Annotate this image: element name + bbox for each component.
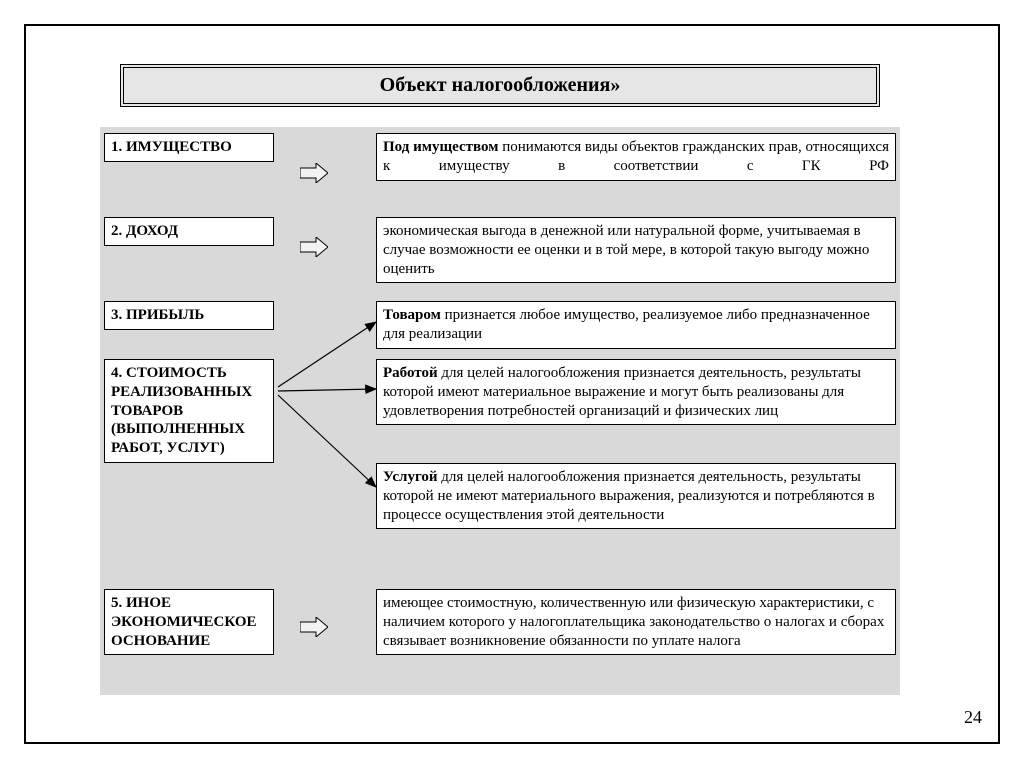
- diagram-grid: 1. ИМУЩЕСТВО 2. ДОХОД 3. ПРИБЫЛЬ 4. СТОИМОС…: [100, 127, 900, 695]
- definition-box-r1: Под имуществом понимаются виды объектов …: [376, 133, 896, 181]
- category-box-l3: 3. ПРИБЫЛЬ: [104, 301, 274, 330]
- category-box-l1: 1. ИМУЩЕСТВО: [104, 133, 274, 162]
- content-area: Объект налогообложения» 1. ИМУЩЕСТВО 2. Д…: [100, 64, 900, 695]
- definition-box-r5: Услугой для целей налогообложения призна…: [376, 463, 896, 529]
- category-box-l5: 5. ИНОЕ ЭКОНОМИЧЕСКОЕ ОСНОВАНИЕ: [104, 589, 274, 655]
- arrow-icon: [300, 617, 328, 637]
- title-text: Объект налогообложения»: [380, 74, 621, 96]
- title-box: Объект налогообложения»: [120, 64, 880, 107]
- category-box-l4: 4. СТОИМОСТЬ РЕАЛИЗОВАННЫХ ТОВАРОВ (ВЫПО…: [104, 359, 274, 463]
- arrow-icon: [300, 237, 328, 257]
- definition-box-r4: Работой для целей налогообложения призна…: [376, 359, 896, 425]
- page-number: 24: [964, 707, 982, 728]
- category-box-l2: 2. ДОХОД: [104, 217, 274, 246]
- definition-box-r2: экономическая выгода в денежной или нату…: [376, 217, 896, 283]
- definition-box-r6: имеющее стоимостную, количественную или …: [376, 589, 896, 655]
- arrow-icon: [300, 163, 328, 183]
- definition-box-r3: Товаром признается любое имущество, реал…: [376, 301, 896, 349]
